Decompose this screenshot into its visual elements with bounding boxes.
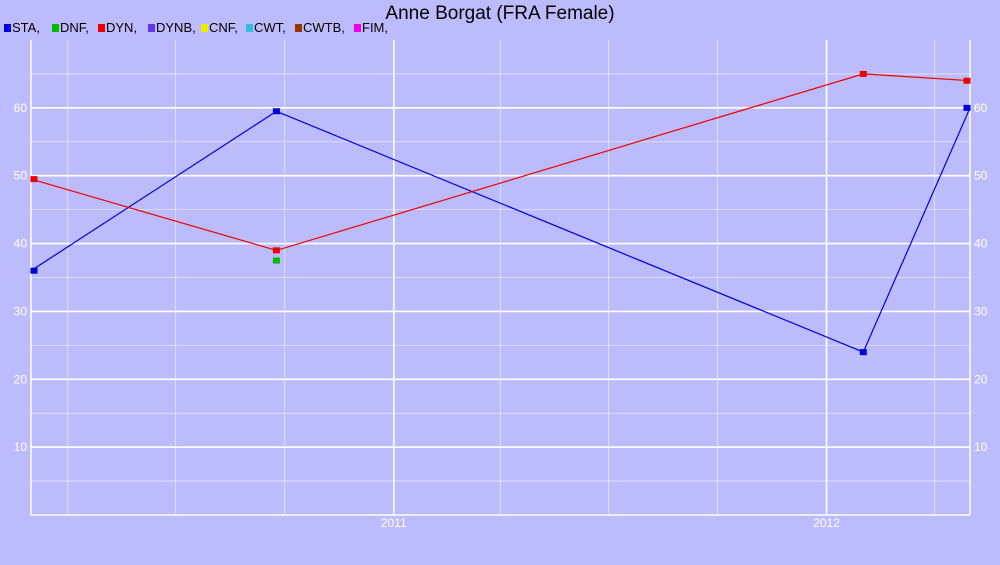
chart-title: Anne Borgat (FRA Female) <box>385 3 614 24</box>
y-tick-label-right: 20 <box>974 372 988 386</box>
data-point-sta <box>272 108 280 115</box>
legend-label-cwtb: CWTB, <box>303 20 345 35</box>
y-tick-label-right: 40 <box>974 237 988 251</box>
data-point-sta <box>963 104 971 111</box>
legend-swatch-cwt <box>246 24 253 32</box>
series <box>30 70 971 356</box>
y-tick-label-right: 30 <box>974 304 988 318</box>
data-point-dyn <box>859 70 867 77</box>
legend-swatch-dnf <box>52 24 59 32</box>
y-tick-label-left: 20 <box>14 372 28 386</box>
legend-label-dnf: DNF, <box>60 20 89 35</box>
data-point-sta <box>859 349 867 356</box>
legend-swatch-sta <box>4 24 11 32</box>
y-tick-label-left: 60 <box>14 101 28 115</box>
legend-label-dyn: DYN, <box>106 20 137 35</box>
legend-swatch-cwtb <box>295 24 302 32</box>
y-tick-label-left: 30 <box>14 304 28 318</box>
data-point-dyn <box>30 176 38 183</box>
y-tick-label-left: 50 <box>14 169 28 183</box>
data-point-dnf <box>272 257 280 264</box>
data-point-dyn <box>963 77 971 84</box>
y-tick-label-right: 60 <box>974 101 988 115</box>
x-tick-label: 2011 <box>381 516 407 530</box>
x-tick-label: 2012 <box>813 516 840 530</box>
legend: STA, DNF, DYN, DYNB, CNF, CWT, CWTB, FIM, <box>4 20 388 35</box>
legend-label-dynb: DYNB, <box>156 20 196 35</box>
y-tick-label-left: 10 <box>14 440 28 454</box>
series-line-sta <box>30 107 971 353</box>
y-tick-label-left: 40 <box>14 237 28 251</box>
y-tick-label-right: 50 <box>974 169 988 183</box>
series-line-dyn <box>30 73 971 252</box>
legend-swatch-dyn <box>98 24 105 32</box>
axes: 10 10 20 20 30 30 40 40 50 50 60 60 2011 2012 <box>14 40 988 530</box>
legend-swatch-fim <box>354 24 361 32</box>
legend-label-sta: STA, <box>12 20 40 35</box>
legend-swatch-dynb <box>148 24 155 32</box>
legend-label-fim: FIM, <box>362 20 388 35</box>
legend-label-cnf: CNF, <box>209 20 238 35</box>
legend-label-cwt: CWT, <box>254 20 286 35</box>
legend-swatch-cnf <box>201 24 208 32</box>
grid <box>31 40 970 515</box>
y-tick-label-right: 10 <box>974 440 988 454</box>
data-point-sta <box>30 267 38 274</box>
data-point-dyn <box>272 247 280 254</box>
